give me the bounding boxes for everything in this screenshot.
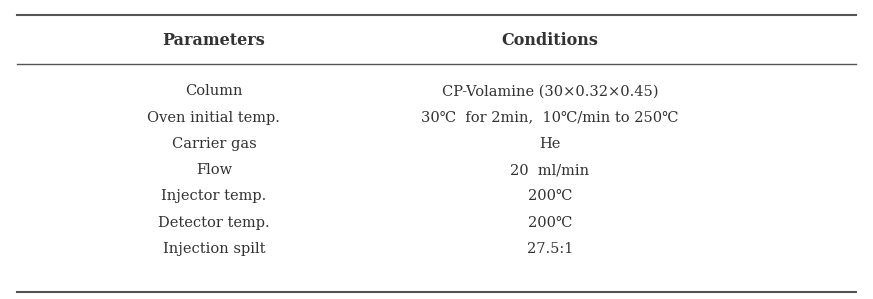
Text: 20  ml/min: 20 ml/min: [511, 163, 589, 177]
Text: Carrier gas: Carrier gas: [171, 137, 257, 151]
Text: He: He: [540, 137, 560, 151]
Text: CP-Volamine (30×0.32×0.45): CP-Volamine (30×0.32×0.45): [442, 84, 658, 98]
Text: Column: Column: [185, 84, 243, 98]
Text: 30℃  for 2min,  10℃/min to 250℃: 30℃ for 2min, 10℃/min to 250℃: [422, 111, 678, 124]
Text: 200℃: 200℃: [528, 216, 572, 230]
Text: Injector temp.: Injector temp.: [162, 190, 266, 203]
Text: Detector temp.: Detector temp.: [158, 216, 270, 230]
Text: Flow: Flow: [196, 163, 232, 177]
Text: Parameters: Parameters: [162, 32, 265, 49]
Text: 27.5:1: 27.5:1: [526, 242, 574, 256]
Text: Conditions: Conditions: [502, 32, 598, 49]
Text: Oven initial temp.: Oven initial temp.: [148, 111, 280, 124]
Text: 200℃: 200℃: [528, 190, 572, 203]
Text: Injection spilt: Injection spilt: [162, 242, 265, 256]
